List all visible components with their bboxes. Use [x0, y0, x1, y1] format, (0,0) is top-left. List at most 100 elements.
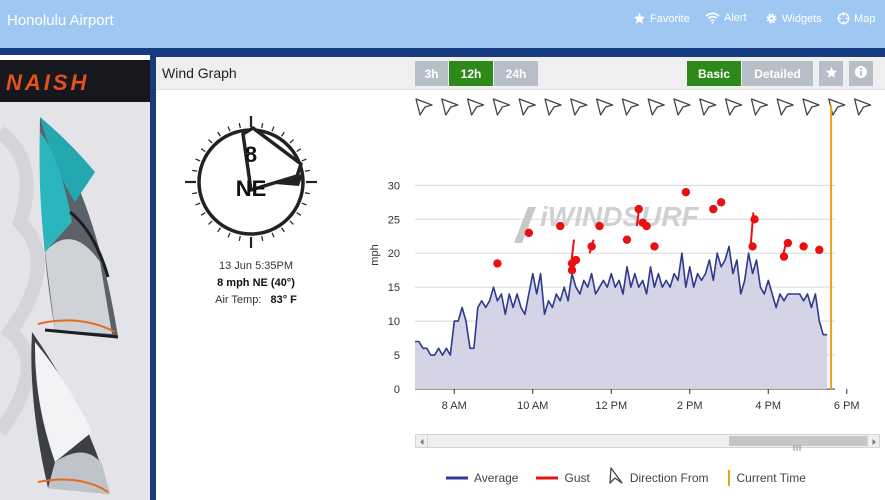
compass-tick — [217, 227, 221, 233]
y-tick-label: 15 — [388, 282, 400, 294]
windsurf-sails-illustration — [0, 102, 150, 500]
top-bar: Honolulu Airport Favorite Alert Widgets … — [0, 0, 885, 48]
compass-direction: NE — [235, 176, 267, 201]
gust-point — [524, 228, 534, 238]
direction-arrow-icon — [621, 98, 640, 116]
compass-tick — [192, 169, 198, 172]
x-tick-label: 2 PM — [677, 400, 703, 412]
compass-tick — [200, 212, 206, 216]
legend-average: Average — [446, 471, 518, 485]
gust-point — [595, 221, 604, 231]
compass-tick — [281, 227, 285, 233]
gust-spike — [588, 239, 595, 254]
arrow-right-icon — [868, 435, 880, 452]
gust-spike — [781, 242, 787, 261]
legend-current-time-label: Current Time — [736, 470, 806, 485]
compass-tick — [304, 169, 310, 172]
compass-tick — [301, 158, 307, 162]
gust-spike — [749, 212, 755, 247]
scroll-thumb[interactable] — [729, 436, 867, 451]
watermark-text: iWINDSURF — [540, 201, 700, 232]
gust-point — [681, 187, 691, 197]
gust-point — [716, 198, 726, 207]
y-tick-label: 20 — [388, 248, 400, 260]
x-tick-label: 12 PM — [595, 400, 627, 412]
gust-point — [571, 255, 581, 265]
star-icon — [825, 66, 838, 82]
info-icon — [854, 65, 868, 82]
y-ticks: 0 5 10 15 20 25 30 — [388, 180, 400, 396]
ad-top-strip — [0, 55, 150, 60]
nav-favorite-label: Favorite — [650, 12, 690, 25]
nav-widgets[interactable]: Widgets — [765, 12, 822, 25]
nav-alert-label: Alert — [724, 12, 747, 24]
gust-point — [493, 259, 502, 268]
direction-arrow-icon — [853, 98, 872, 116]
y-tick-label: 5 — [394, 350, 400, 362]
range-24h-button[interactable]: 24h — [494, 61, 538, 86]
nav-favorite[interactable]: Favorite — [633, 12, 690, 25]
compass-speed: 8 — [244, 142, 258, 167]
observation-datetime: 13 Jun 5:35PM — [219, 260, 293, 272]
gust-point — [642, 221, 651, 231]
legend-gust: Gust — [536, 470, 590, 485]
scroll-left-button[interactable] — [416, 435, 428, 447]
legend-gust-label: Gust — [564, 470, 590, 485]
wind-graph-panel: Wind Graph 3h 12h 24h Basic Detailed 8 N… — [156, 57, 885, 500]
legend-gust-swatch — [536, 476, 559, 479]
x-tick-label: 10 AM — [517, 400, 548, 412]
compass-tick — [304, 192, 310, 195]
wind-chart: iWINDSURF mph 0 5 10 15 20 25 30 8 AM 10 AM 12 P… — [369, 98, 872, 412]
ad-image — [0, 102, 150, 500]
chart-legend: Average Gust Direction From Current Time — [446, 467, 806, 488]
view-basic-button[interactable]: Basic — [687, 61, 741, 86]
direction-arrow-icon — [802, 98, 820, 116]
legend-average-label: Average — [474, 470, 519, 485]
nav-map[interactable]: Map — [837, 12, 875, 25]
wind-summary: 8 mph NE (40°) — [217, 277, 295, 289]
x-tick-label: 8 AM — [442, 400, 467, 412]
range-3h-button[interactable]: 3h — [415, 61, 448, 86]
gust-point — [748, 242, 757, 251]
info-button[interactable] — [849, 61, 873, 86]
grip-icon — [793, 438, 801, 456]
compass-tick — [217, 131, 221, 137]
legend-direction-label: Direction From — [629, 470, 709, 485]
compass-tick — [238, 123, 241, 129]
favorite-button[interactable] — [819, 61, 843, 86]
gust-point — [650, 242, 659, 251]
arrow-left-icon — [416, 435, 428, 452]
y-tick-label: 0 — [394, 384, 400, 396]
header-stripe — [0, 48, 885, 55]
panel-header: Wind Graph 3h 12h 24h Basic Detailed — [156, 57, 885, 90]
chart-scrollbar[interactable] — [415, 434, 880, 451]
air-temp-row: Air Temp: 83° F — [156, 294, 356, 306]
range-12h-button[interactable]: 12h — [449, 61, 493, 86]
direction-arrow-icon — [492, 98, 511, 116]
gust-spike — [569, 239, 575, 274]
direction-arrow-icon — [724, 98, 743, 116]
compass-tick — [208, 220, 213, 225]
compass-tick — [195, 202, 201, 206]
y-tick-label: 25 — [388, 214, 400, 226]
crosshair-icon — [837, 12, 850, 25]
direction-arrow-icon — [441, 98, 459, 116]
view-detailed-button[interactable]: Detailed — [742, 61, 813, 86]
direction-markers — [415, 98, 872, 116]
sidebar-ad[interactable]: NAISH — [0, 55, 150, 500]
compass-tick — [192, 192, 198, 195]
nav-alert[interactable]: Alert — [705, 12, 747, 24]
direction-arrow-icon — [750, 98, 769, 116]
gear-icon — [765, 12, 778, 25]
direction-arrow-icon — [673, 98, 691, 116]
gust-point — [622, 235, 632, 244]
scroll-right-button[interactable] — [867, 435, 879, 447]
legend-direction: Direction From — [608, 467, 709, 488]
compass-tick — [296, 148, 302, 152]
gust-spike — [635, 205, 641, 227]
x-tick-label: 4 PM — [755, 400, 781, 412]
ad-brand-banner: NAISH — [0, 60, 150, 102]
air-temp-value: 83° F — [270, 294, 297, 306]
direction-arrow-icon — [415, 98, 433, 116]
y-axis-label: mph — [369, 244, 381, 265]
